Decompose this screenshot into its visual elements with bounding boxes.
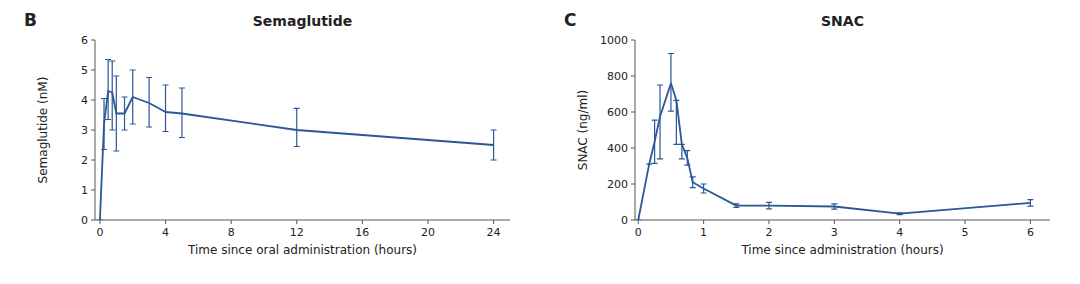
x-tick [99, 220, 100, 224]
y-tick [91, 220, 95, 221]
x-tick [165, 220, 166, 224]
panel-label: B [24, 10, 37, 30]
y-tick-label: 800 [607, 70, 628, 83]
data-line [638, 83, 1030, 220]
panel: 0 1 2 3 4 5 6 0 200 400 600 800 1000 Time since admin… [564, 10, 1050, 257]
x-tick [834, 220, 835, 224]
y-tick [91, 70, 95, 71]
chart-figure: 048121620240123456Time since oral admini… [0, 0, 1080, 284]
y-tick [91, 40, 95, 41]
y-tick-label: 1 [81, 184, 88, 197]
y-tick [91, 100, 95, 101]
y-axis-line [635, 40, 636, 220]
x-axis-line [635, 220, 1050, 221]
y-tick-label: 600 [607, 106, 628, 119]
x-tick [965, 220, 966, 224]
panel: 048121620240123456Time since oral admini… [24, 10, 510, 257]
panel-label: C [564, 10, 576, 30]
x-tick-label: 2 [765, 226, 772, 239]
y-tick-label: 4 [81, 94, 88, 107]
y-tick [631, 112, 635, 113]
y-tick [631, 220, 635, 221]
error-bar [294, 108, 300, 146]
x-tick-label: 12 [290, 226, 304, 239]
plot-area [97, 60, 497, 221]
x-tick [231, 220, 232, 224]
x-tick [768, 220, 769, 224]
x-tick [362, 220, 363, 224]
x-tick [1030, 220, 1031, 224]
x-tick-label: 16 [355, 226, 369, 239]
y-tick-label: 0 [621, 214, 628, 227]
x-tick [493, 220, 494, 224]
x-tick-label: 0 [635, 226, 642, 239]
error-bar [657, 85, 663, 159]
x-tick [899, 220, 900, 224]
y-tick-label: 3 [81, 124, 88, 137]
x-tick [427, 220, 428, 224]
x-tick-label: 5 [962, 226, 969, 239]
y-tick [631, 184, 635, 185]
x-tick [703, 220, 704, 224]
x-tick-label: 20 [421, 226, 435, 239]
error-bar [163, 85, 169, 132]
y-tick-label: 2 [81, 154, 88, 167]
chart-title: SNAC [821, 13, 864, 29]
data-line [100, 91, 494, 220]
x-tick-label: 4 [896, 226, 903, 239]
x-axis-line [95, 220, 510, 221]
y-tick [631, 40, 635, 41]
chart-title: Semaglutide [253, 13, 352, 29]
x-tick-label: 1 [700, 226, 707, 239]
y-tick [91, 130, 95, 131]
y-tick [631, 148, 635, 149]
plot-area [635, 54, 1033, 221]
y-tick-label: 0 [81, 214, 88, 227]
y-tick [631, 76, 635, 77]
y-tick [91, 190, 95, 191]
y-axis-label: SNAC (ng/ml) [576, 90, 590, 170]
x-tick-label: 0 [96, 226, 103, 239]
x-tick [296, 220, 297, 224]
y-tick [91, 160, 95, 161]
y-tick-label: 5 [81, 64, 88, 77]
y-tick-label: 1000 [600, 34, 628, 47]
x-tick-label: 24 [487, 226, 501, 239]
x-tick-label: 4 [162, 226, 169, 239]
y-tick-label: 6 [81, 34, 88, 47]
y-axis-label: Semaglutide (nM) [36, 77, 50, 184]
x-axis-label: Time since administration (hours) [740, 243, 943, 257]
y-tick-label: 200 [607, 178, 628, 191]
x-tick-label: 3 [831, 226, 838, 239]
x-axis-label: Time since oral administration (hours) [187, 243, 417, 257]
x-tick-label: 8 [228, 226, 235, 239]
x-tick [638, 220, 639, 224]
y-tick-label: 400 [607, 142, 628, 155]
x-tick-label: 6 [1027, 226, 1034, 239]
